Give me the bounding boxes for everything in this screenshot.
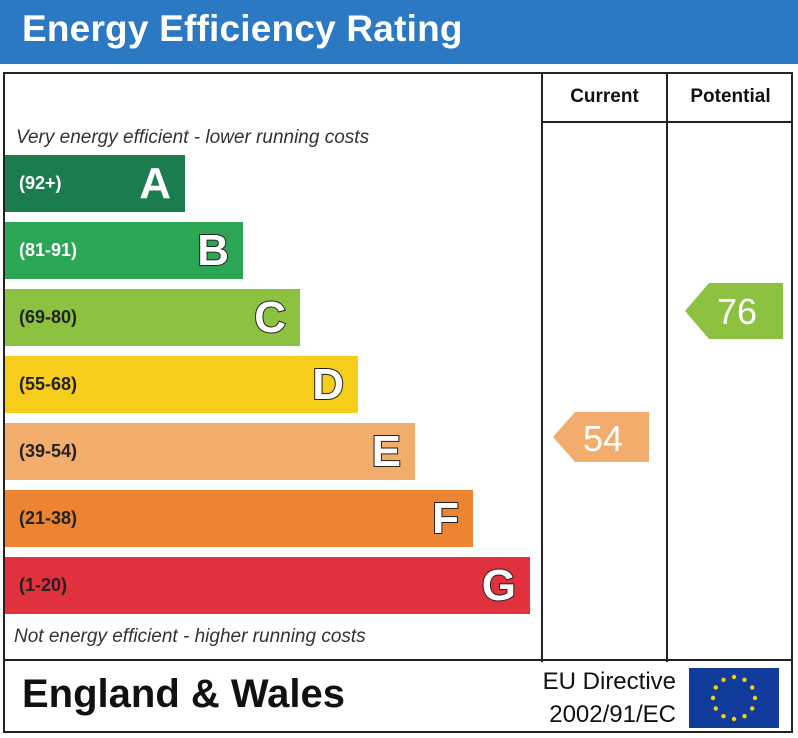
potential-arrow-shape [685, 283, 783, 339]
current-column-divider [541, 72, 543, 662]
current-column-header: Current [570, 86, 639, 107]
bottom-caption: Not energy efficient - higher running co… [14, 626, 366, 647]
eu-stars [710, 674, 758, 722]
band-range-label: (21-38) [19, 508, 78, 528]
header-row-divider [541, 121, 793, 123]
eu-star [742, 714, 747, 719]
eu-star [721, 714, 726, 719]
band-d: (55-68) D [5, 356, 358, 413]
band-letter-label: C [253, 292, 287, 343]
band-g: (1-20) G [5, 557, 530, 614]
eu-star [731, 674, 737, 680]
eu-star [742, 677, 747, 682]
footer-divider [3, 659, 793, 661]
band-letter-label: E [371, 426, 402, 477]
band-c: (69-80) C [5, 289, 300, 346]
band-range-label: (1-20) [19, 575, 68, 595]
eu-star [713, 685, 718, 690]
band-range-label: (39-54) [19, 441, 78, 461]
band-letter-label: A [139, 159, 171, 208]
potential-column-header: Potential [690, 86, 771, 107]
current-rating-value: 54 [583, 418, 624, 459]
region-label: England & Wales [22, 672, 346, 716]
eu-star [713, 706, 718, 711]
potential-rating-value: 76 [717, 291, 758, 332]
band-letter-label: D [311, 359, 345, 410]
band-letter-label: F [431, 493, 460, 544]
eu-flag-icon [689, 668, 779, 728]
band-e: (39-54) E [5, 423, 415, 480]
eu-star [710, 695, 716, 701]
eu-directive-line1: EU Directive [542, 668, 676, 695]
band-range-label: (81-91) [19, 240, 78, 260]
page-title: Energy Efficiency Rating [22, 8, 463, 49]
chart-frame [3, 72, 793, 733]
band-f: (21-38) F [5, 490, 473, 547]
potential-column-divider [666, 72, 668, 662]
eu-directive-line2: 2002/91/EC [549, 701, 676, 728]
band-range-label: (55-68) [19, 374, 78, 394]
band-a: (92+) A [5, 155, 185, 212]
title-bar: Energy Efficiency Rating [0, 0, 798, 64]
current-arrow-shape [553, 412, 649, 462]
band-letter-label: B [196, 225, 230, 276]
eu-star [750, 706, 755, 711]
band-range-label: (92+) [19, 173, 62, 193]
eu-star [731, 716, 737, 722]
band-range-label: (69-80) [19, 307, 78, 327]
eu-star [752, 695, 758, 701]
eu-star [721, 677, 726, 682]
eu-star [750, 685, 755, 690]
band-letter-label: G [481, 560, 517, 611]
top-caption: Very energy efficient - lower running co… [16, 127, 370, 148]
band-b: (81-91) B [5, 222, 243, 279]
